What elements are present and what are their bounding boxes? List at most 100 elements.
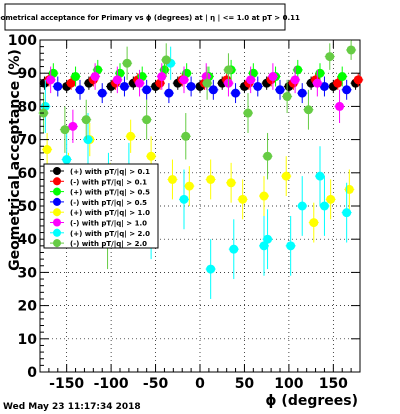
data-point <box>62 155 72 165</box>
data-point <box>83 135 93 145</box>
title-frame <box>4 3 286 31</box>
data-point <box>281 171 291 181</box>
legend-marker <box>53 197 61 206</box>
legend-frame <box>43 163 159 249</box>
data-point <box>179 194 189 204</box>
data-point <box>226 178 236 188</box>
legend-label: (-) with pT/|q| > 1.0 <box>70 220 147 229</box>
legend-marker <box>53 218 61 227</box>
legend-marker <box>53 167 61 175</box>
data-point <box>303 105 313 115</box>
y-tick-label: 0 <box>27 365 37 381</box>
legend-label: (+) with pT/|q| > 2.0 <box>70 230 150 239</box>
data-point <box>268 72 278 82</box>
data-point <box>353 75 363 85</box>
data-point <box>146 151 156 161</box>
legend-marker <box>53 228 61 237</box>
y-tick-label: 90 <box>18 66 38 82</box>
series-2 <box>48 59 348 87</box>
title-box: Geometrical acceptance for Primary vs ϕ … <box>0 3 300 31</box>
legend-label: (+) with pT/|q| > 1.0 <box>70 209 150 218</box>
data-point <box>46 75 56 85</box>
data-point <box>161 55 171 65</box>
data-point <box>206 264 216 274</box>
y-tick-label: 40 <box>18 232 38 248</box>
data-point <box>97 88 107 98</box>
data-point <box>259 241 269 251</box>
x-tick-label: 100 <box>274 376 303 392</box>
legend-label: (-) with pT/|q| > 0.1 <box>70 178 147 187</box>
legend-entry: (-) with pT/|q| > 0.5 <box>50 197 147 208</box>
data-point <box>68 121 78 131</box>
data-point <box>342 85 352 95</box>
data-point <box>223 65 233 75</box>
data-point <box>206 174 216 184</box>
data-point <box>286 241 296 251</box>
data-point <box>202 78 212 88</box>
data-point <box>179 75 189 85</box>
data-point <box>312 78 322 88</box>
data-point <box>75 85 85 95</box>
legend-entry: (+) with pT/|q| > 1.0 <box>50 208 150 218</box>
x-tick-label: -150 <box>49 376 84 392</box>
x-tick-label: 150 <box>319 376 348 392</box>
data-point <box>201 72 211 82</box>
y-tick-label: 50 <box>18 199 38 215</box>
y-tick-label: 100 <box>8 33 37 49</box>
legend-entry: (-) with pT/|q| > 1.0 <box>50 218 147 229</box>
data-point <box>66 78 76 88</box>
series-4 <box>42 119 355 243</box>
chart-title: Geometrical acceptance for Primary vs ϕ … <box>0 14 300 23</box>
data-point <box>53 81 63 91</box>
y-tick-label: 30 <box>18 265 38 281</box>
data-point <box>119 81 129 91</box>
data-point <box>246 75 256 85</box>
legend-entry: (-) with pT/|q| > 0.1 <box>50 177 147 187</box>
data-point <box>243 108 253 118</box>
data-point <box>135 78 145 88</box>
legend-label: (+) with pT/|q| > 0.5 <box>70 189 150 198</box>
data-point <box>181 131 191 141</box>
legend-label: (-) with pT/|q| > 2.0 <box>70 240 147 249</box>
data-point <box>238 194 248 204</box>
legend-entry: (+) with pT/|q| > 0.1 <box>50 167 150 177</box>
legend-marker <box>53 177 61 186</box>
data-point <box>90 72 100 82</box>
footer-timestamp: Wed May 23 11:17:34 2018 <box>3 402 141 412</box>
data-point <box>309 218 319 228</box>
data-point <box>164 88 174 98</box>
data-point <box>297 201 307 211</box>
legend-entry: (-) with pT/|q| > 2.0 <box>50 239 147 249</box>
series-3 <box>52 76 352 104</box>
y-tick-label: 70 <box>18 133 38 149</box>
y-tick-label: 60 <box>18 166 38 182</box>
data-point <box>319 201 329 211</box>
x-tick-label: -100 <box>94 376 129 392</box>
data-point <box>122 58 132 68</box>
data-point <box>275 85 285 95</box>
data-point <box>184 181 194 191</box>
data-point <box>263 151 273 161</box>
data-point <box>229 244 239 254</box>
data-point <box>167 174 177 184</box>
data-point <box>325 52 335 62</box>
data-point <box>259 191 269 201</box>
data-point <box>157 72 167 82</box>
data-point <box>60 125 70 135</box>
axis-ticks: -150 -100 -50 0 50 100 150 0 10 20 30 40 50 60 70 80 90 1… <box>8 33 360 392</box>
data-point <box>290 75 300 85</box>
data-point <box>112 75 122 85</box>
x-tick-label: -50 <box>143 376 169 392</box>
x-axis-title: ϕ (degrees) <box>265 393 358 409</box>
data-point <box>142 85 152 95</box>
x-tick-label: 0 <box>195 376 205 392</box>
data-point <box>253 81 263 91</box>
data-point <box>326 194 336 204</box>
data-point <box>186 81 196 91</box>
data-point <box>231 88 241 98</box>
legend-marker <box>53 239 61 248</box>
data-point <box>81 115 91 125</box>
data-point <box>263 234 273 244</box>
data-point <box>208 85 218 95</box>
